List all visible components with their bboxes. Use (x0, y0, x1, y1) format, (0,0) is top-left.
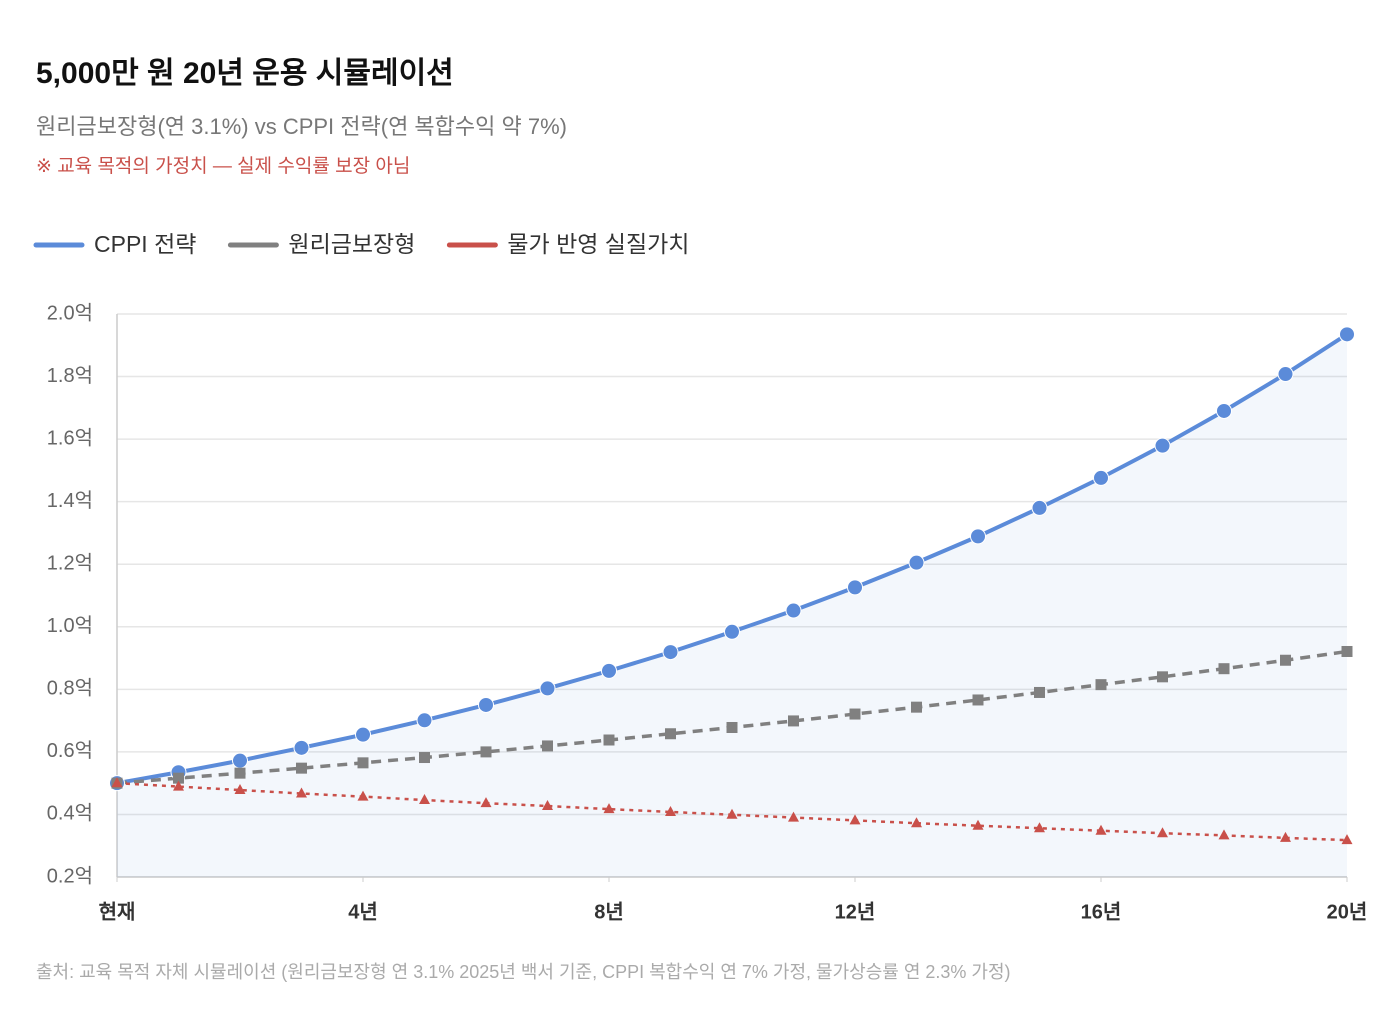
marker (419, 794, 430, 805)
marker (416, 712, 433, 729)
marker (603, 734, 615, 746)
marker (1157, 671, 1168, 683)
y-tick-label: 2.0억 (47, 301, 93, 324)
marker (1277, 366, 1294, 383)
marker (357, 790, 369, 801)
chart-title: 5,000만 원 20년 운용 시뮬레이션 (36, 57, 454, 90)
marker (173, 780, 184, 791)
marker (724, 623, 740, 640)
x-tick-label: 현재 (99, 900, 136, 923)
marker (970, 528, 986, 545)
marker (1216, 402, 1232, 419)
y-tick-label: 1.4억 (47, 489, 93, 512)
marker (849, 708, 861, 720)
marker (111, 777, 123, 788)
marker (542, 799, 553, 810)
marker (726, 808, 738, 819)
marker (911, 817, 922, 828)
marker (601, 662, 617, 679)
marker (357, 757, 369, 769)
marker (232, 752, 248, 769)
marker (419, 752, 430, 764)
marker (1154, 437, 1171, 454)
x-tick-label: 4년 (348, 900, 378, 923)
marker (788, 715, 799, 727)
legend-label: 원리금보장형 (288, 231, 415, 257)
x-tick-label: 8년 (594, 900, 624, 923)
marker (542, 740, 553, 752)
marker (785, 602, 802, 619)
marker (296, 762, 307, 774)
y-tick-label: 1.8억 (47, 364, 93, 387)
marker (849, 814, 861, 825)
marker (480, 797, 492, 808)
marker (665, 728, 676, 740)
y-tick-label: 1.0억 (47, 614, 93, 637)
marker (1034, 822, 1045, 833)
marker (911, 701, 922, 713)
marker (908, 554, 925, 571)
marker (603, 803, 615, 814)
y-tick-label: 0.4억 (47, 802, 93, 825)
marker (296, 787, 307, 798)
marker (1218, 829, 1230, 840)
y-tick-label: 1.2억 (47, 552, 93, 575)
marker (539, 680, 556, 697)
legend-label: CPPI 전략 (94, 231, 196, 257)
marker (234, 767, 246, 779)
marker (478, 696, 494, 713)
marker (788, 811, 799, 822)
marker (234, 784, 246, 795)
marker (1031, 499, 1048, 516)
y-tick-label: 0.8억 (47, 677, 93, 700)
marker (1341, 645, 1353, 657)
marker (847, 579, 863, 596)
x-tick-label: 20년 (1327, 900, 1368, 923)
marker (972, 819, 984, 830)
marker (726, 721, 738, 733)
marker (1095, 824, 1107, 835)
y-tick-label: 1.6억 (47, 426, 93, 449)
marker (355, 726, 371, 743)
area (117, 334, 1347, 877)
marker (1280, 831, 1291, 842)
marker (480, 746, 492, 758)
marker (662, 644, 679, 661)
x-tick-label: 16년 (1081, 900, 1122, 923)
marker (1095, 679, 1107, 691)
marker (1157, 827, 1168, 838)
marker (665, 805, 676, 816)
chart-subtitle: 원리금보장형(연 3.1%) vs CPPI 전략(연 복합수익 약 7%) (36, 114, 567, 139)
marker (972, 694, 984, 706)
marker (173, 772, 184, 784)
chart-source: 출처: 교육 목적 자체 시뮬레이션 (원리금보장형 연 3.1% 2025년 … (36, 962, 1011, 982)
chart-note: ※ 교육 목적의 가정치 — 실제 수익률 보장 아님 (36, 155, 410, 177)
legend-label: 물가 반영 실질가치 (507, 231, 689, 257)
y-tick-label: 0.2억 (47, 864, 93, 887)
x-tick-label: 12년 (835, 900, 876, 923)
marker (1339, 326, 1355, 343)
marker (1034, 686, 1045, 698)
marker (293, 739, 310, 756)
y-tick-label: 0.6억 (47, 739, 93, 762)
marker (1093, 469, 1109, 486)
marker (1280, 654, 1291, 666)
marker (1341, 834, 1353, 845)
marker (1218, 663, 1230, 675)
